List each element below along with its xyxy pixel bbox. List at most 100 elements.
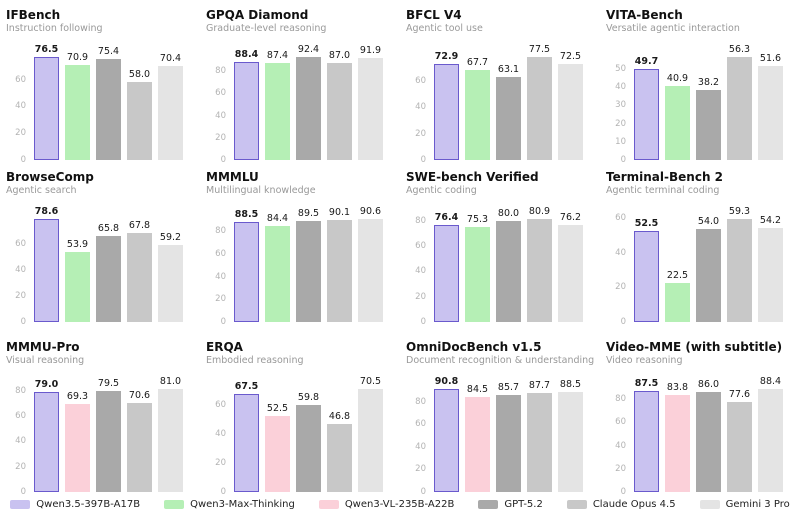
bar-column-gpt52: 54.0 [696,200,721,322]
bar-gpt52 [96,391,121,492]
bar-column-claude: 59.3 [727,200,752,322]
y-tick-label: 10 [615,136,626,147]
bar-qwen3max [65,251,90,322]
legend-item-qwen3max: Qwen3-Max-Thinking [164,499,295,510]
bar-value-label: 53.9 [66,238,89,250]
bar-qwen3max [265,226,290,322]
chart-plot: 0 10 20 30 40 50 49.7 40.9 38.2 56.3 51.6 [606,38,790,165]
bar-column-claude: 67.8 [127,200,152,322]
bar-qwen3vl [665,394,690,492]
bar-value-label: 77.5 [528,44,551,56]
chart-plot: 0 20 40 60 76.5 70.9 75.4 58.0 70.4 [6,38,190,165]
bar-claude [327,63,352,160]
chart-subtitle: Video reasoning [606,355,683,366]
bar-column-qwen3max: 75.3 [465,200,490,322]
chart-plot: 0 20 40 60 78.6 53.9 65.8 67.8 59.2 [6,200,190,327]
bar-qwen35 [34,219,59,322]
chart-title: Video-MME (with subtitle) [606,340,783,354]
bar-column-qwen35: 79.0 [34,370,59,492]
y-tick-label: 60 [415,419,426,430]
y-tick-label: 40 [615,82,626,93]
y-tick-label: 60 [15,238,26,249]
bar-value-label: 89.5 [297,207,320,219]
bar-column-qwen35: 49.7 [634,38,659,160]
chart-card-mmmlu: MMMLU Multilingual knowledge 0 20 40 60 80 88.5… [200,168,400,338]
y-tick-label: 0 [220,155,226,165]
bar-value-label: 56.3 [728,44,751,56]
bar-group: 76.5 70.9 75.4 58.0 70.4 [34,38,190,160]
y-tick-label: 0 [420,155,426,165]
bar-column-gemini: 70.5 [358,370,383,492]
y-tick-label: 30 [615,100,626,111]
legend-label: Qwen3-VL-235B-A22B [344,499,455,510]
bar-value-label: 80.0 [497,207,520,219]
bar-column-gpt52: 85.7 [496,370,521,492]
benchmark-grid: IFBench Instruction following 0 20 40 60 76.5 7… [0,6,800,497]
bar-value-label: 67.8 [128,220,151,232]
bar-value-label: 40.9 [666,72,689,84]
bar-claude [127,402,152,492]
bar-column-claude: 77.6 [727,370,752,492]
bar-qwen35 [634,231,659,322]
bar-claude [727,219,752,322]
chart-card-video-mme-with-subtitle: Video-MME (with subtitle) Video reasoning… [600,338,800,497]
y-tick-label: 40 [15,101,26,112]
bar-claude [127,82,152,160]
chart-title: MMMU-Pro [6,340,80,354]
bar-qwen3vl [265,415,290,492]
chart-card-browsecomp: BrowseComp Agentic search 0 20 40 60 78.6 53.9 6… [0,168,200,338]
chart-plot: 0 20 40 60 80 87.5 83.8 86.0 77.6 88.4 [606,370,790,497]
chart-plot: 0 20 40 60 80 76.4 75.3 80.0 80.9 76.2 [406,200,590,327]
bar-value-label: 87.7 [528,379,551,391]
bar-qwen3vl [65,404,90,492]
y-tick-label: 60 [15,411,26,422]
bar-value-label: 38.2 [697,77,720,89]
bar-qwen3max [465,226,490,322]
chart-card-omnidocbench-v1-5: OmniDocBench v1.5 Document recognition & … [400,338,600,497]
bar-group: 72.9 67.7 63.1 77.5 72.5 [434,38,590,160]
bar-value-label: 70.5 [359,376,382,388]
bar-value-label: 90.8 [434,376,459,388]
y-tick-label: 60 [415,240,426,251]
bar-column-qwen3vl: 69.3 [65,370,90,492]
y-tick-label: 0 [420,487,426,497]
bar-column-qwen3max: 84.4 [265,200,290,322]
bar-column-gpt52: 38.2 [696,38,721,160]
bar-value-label: 78.6 [34,206,59,218]
bar-column-gemini: 72.5 [558,38,583,160]
bar-group: 78.6 53.9 65.8 67.8 59.2 [34,200,190,322]
bar-group: 52.5 22.5 54.0 59.3 54.2 [634,200,790,322]
bar-group: 49.7 40.9 38.2 56.3 51.6 [634,38,790,160]
bar-value-label: 70.4 [159,52,182,64]
bar-gemini [758,66,783,160]
bar-value-label: 88.5 [234,208,259,220]
chart-card-gpqa-diamond: GPQA Diamond Graduate-level reasoning 0 20 4… [200,6,400,168]
chart-subtitle: Versatile agentic interaction [606,23,740,34]
bar-claude [527,219,552,322]
legend: Qwen3.5-397B-A17B Qwen3-Max-Thinking Qwen3… [0,499,800,510]
y-axis-ticks: 0 20 40 60 80 [206,200,228,327]
y-tick-label: 60 [215,88,226,99]
bar-column-qwen35: 88.5 [234,200,259,322]
chart-title: MMMLU [206,170,259,184]
bar-value-label: 87.5 [634,377,659,389]
chart-card-swe-bench-verified: SWE-bench Verified Agentic coding 0 20 40 60 8… [400,168,600,338]
legend-swatch-qwen35 [10,500,31,509]
bar-gemini [158,65,183,160]
bar-column-claude: 80.9 [527,200,552,322]
y-tick-label: 0 [220,487,226,497]
y-tick-label: 20 [615,282,626,293]
chart-plot: 0 20 40 60 80 79.0 69.3 79.5 70.6 81.0 [6,370,190,497]
bar-gemini [758,389,783,492]
legend-swatch-qwen3max [164,500,185,509]
bar-claude [727,57,752,160]
bar-column-qwen3vl: 83.8 [665,370,690,492]
chart-title: GPQA Diamond [206,8,309,22]
legend-item-claude: Claude Opus 4.5 [566,499,676,510]
legend-label: GPT-5.2 [504,499,543,510]
bar-gemini [558,64,583,160]
bar-value-label: 72.9 [434,50,459,62]
y-tick-label: 20 [15,461,26,472]
y-tick-label: 0 [220,317,226,327]
bar-column-gpt52: 89.5 [296,200,321,322]
